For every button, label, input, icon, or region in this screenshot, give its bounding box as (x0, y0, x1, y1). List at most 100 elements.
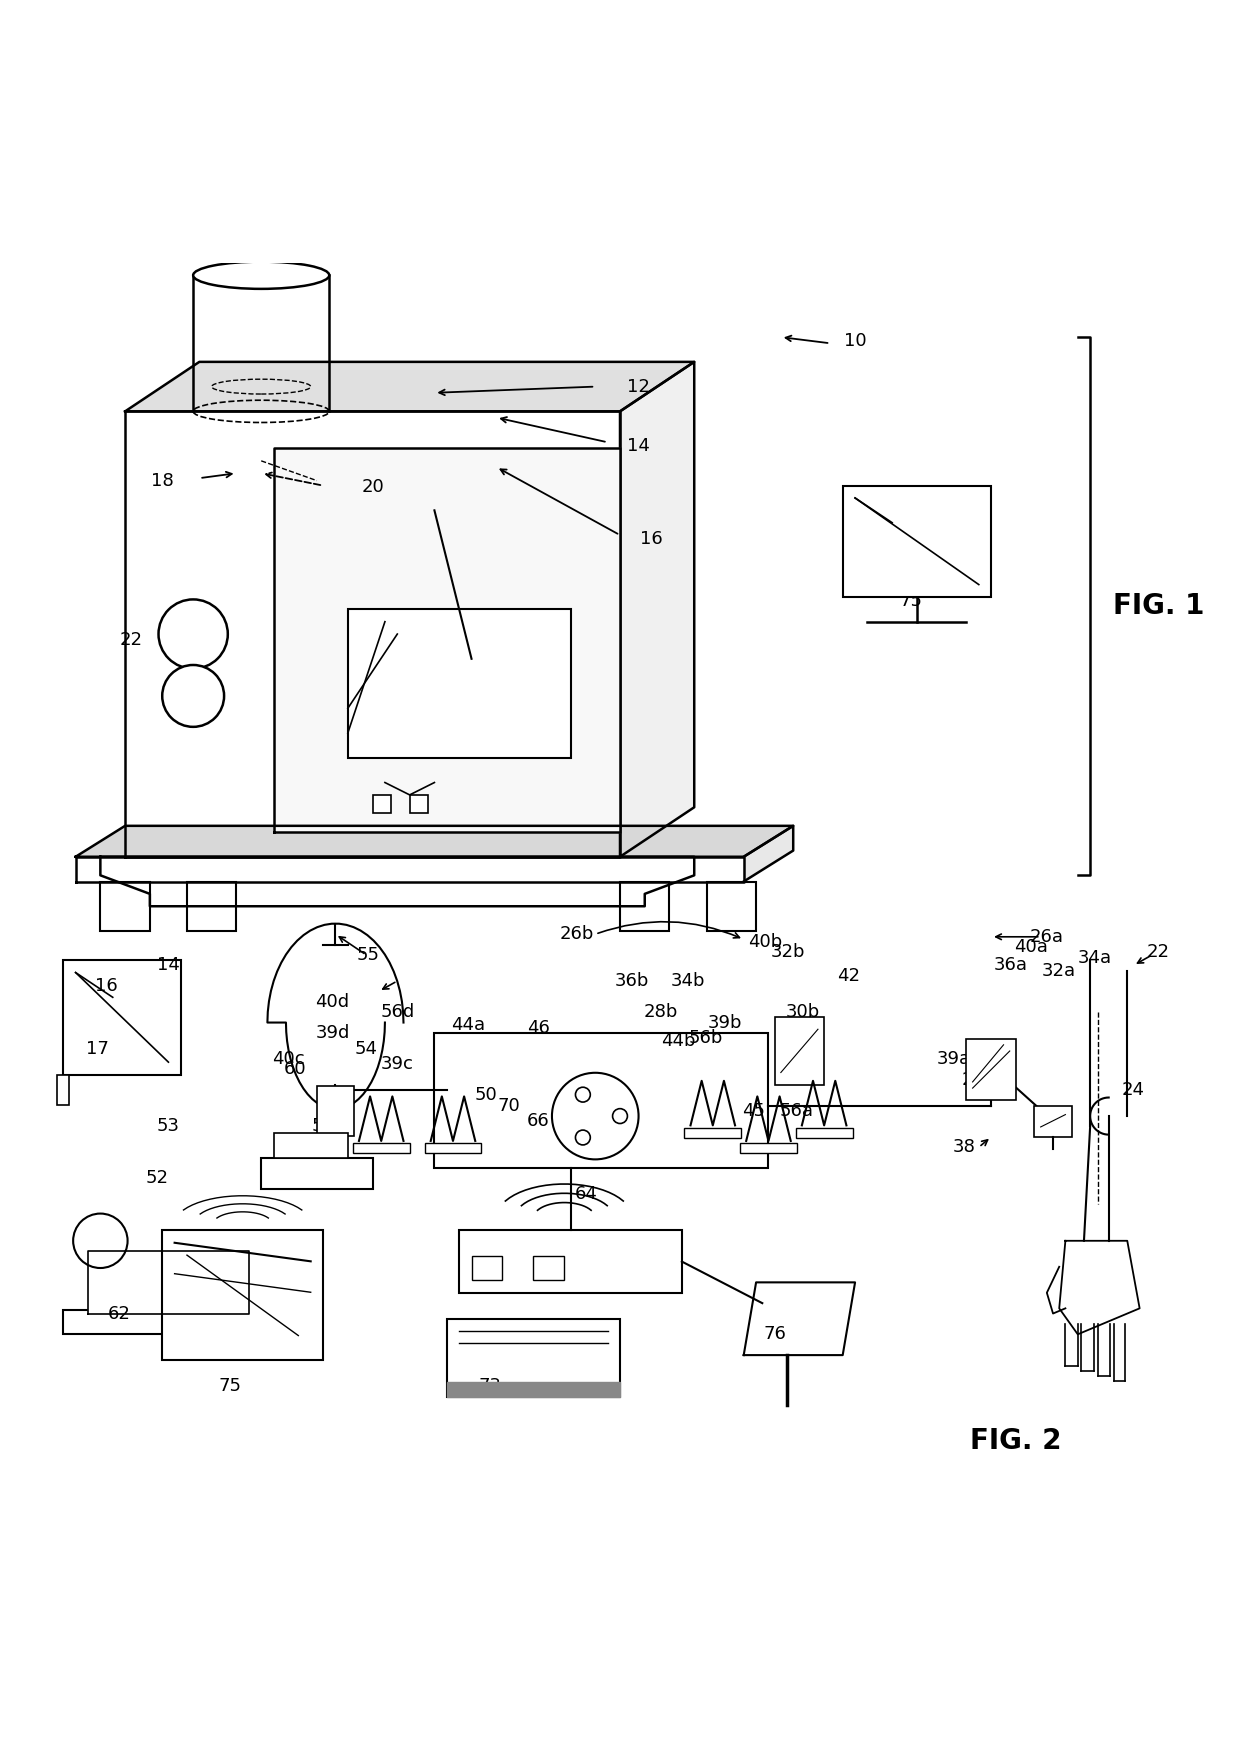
Text: 73: 73 (479, 1377, 502, 1395)
Text: 44b: 44b (661, 1031, 696, 1049)
Bar (187, 882, 237, 931)
Bar (966, 1038, 1016, 1100)
Text: 26b: 26b (559, 926, 594, 943)
Text: 40a: 40a (1014, 938, 1048, 956)
Text: 24: 24 (1122, 1081, 1145, 1098)
Text: 70: 70 (497, 1097, 520, 1114)
Bar (262, 1158, 372, 1188)
Text: 14: 14 (157, 956, 180, 975)
Text: 30a: 30a (968, 1054, 1002, 1074)
Bar (533, 1255, 564, 1280)
Text: 16: 16 (95, 977, 118, 994)
Ellipse shape (193, 261, 330, 289)
Text: 30b: 30b (786, 1003, 820, 1021)
Bar (347, 610, 570, 758)
Text: 52: 52 (146, 1169, 169, 1188)
Circle shape (162, 665, 224, 726)
Text: 18: 18 (151, 472, 174, 490)
Polygon shape (125, 361, 694, 411)
Bar (620, 882, 670, 931)
Bar (57, 1074, 69, 1105)
Text: FIG. 2: FIG. 2 (970, 1426, 1061, 1454)
Polygon shape (100, 857, 694, 906)
Text: 54: 54 (355, 1040, 378, 1058)
Text: 64: 64 (575, 1185, 598, 1202)
Text: 36a: 36a (994, 956, 1028, 975)
Text: 75: 75 (899, 592, 923, 610)
Bar (409, 795, 428, 813)
Polygon shape (1059, 1241, 1140, 1335)
Text: 40d: 40d (315, 993, 348, 1010)
Bar (796, 1128, 853, 1137)
Text: 45: 45 (742, 1102, 765, 1120)
Text: 56d: 56d (381, 1003, 414, 1021)
Polygon shape (125, 411, 620, 857)
Bar (162, 1231, 324, 1361)
Text: 56b: 56b (688, 1030, 723, 1047)
Polygon shape (88, 1252, 249, 1313)
Polygon shape (446, 1382, 620, 1396)
Bar (317, 1086, 353, 1135)
Polygon shape (274, 448, 620, 832)
Text: 40b: 40b (748, 933, 782, 950)
Text: 53: 53 (157, 1118, 180, 1135)
Text: 75: 75 (218, 1377, 242, 1395)
Text: 62: 62 (108, 1305, 130, 1322)
Bar (459, 1231, 682, 1292)
Text: 16: 16 (640, 531, 662, 548)
Bar (471, 1255, 502, 1280)
Circle shape (613, 1109, 627, 1123)
Circle shape (575, 1130, 590, 1144)
Bar (352, 1144, 409, 1153)
Text: 66: 66 (527, 1112, 549, 1130)
Bar (434, 1033, 769, 1169)
Text: 39b: 39b (708, 1014, 743, 1031)
Bar (1034, 1105, 1071, 1137)
Text: 28a: 28a (962, 1070, 996, 1090)
Text: 22: 22 (120, 631, 143, 649)
Text: 10: 10 (843, 331, 867, 349)
Text: 56c: 56c (311, 1118, 345, 1135)
Bar (274, 1134, 347, 1158)
Text: 50: 50 (475, 1086, 497, 1104)
Text: 39c: 39c (381, 1054, 414, 1074)
Bar (63, 1310, 286, 1335)
Text: 60: 60 (283, 1060, 306, 1079)
Text: 14: 14 (627, 437, 650, 455)
Text: 42: 42 (837, 966, 861, 986)
Circle shape (552, 1072, 639, 1160)
Bar (707, 882, 756, 931)
Text: 20: 20 (361, 478, 384, 495)
Polygon shape (744, 825, 794, 882)
Text: 32b: 32b (771, 943, 806, 961)
Bar (843, 485, 991, 598)
Text: 32a: 32a (1042, 961, 1076, 980)
Text: 46: 46 (527, 1019, 549, 1037)
Text: 34a: 34a (1078, 948, 1112, 966)
Text: 12: 12 (627, 377, 650, 395)
Text: 68: 68 (567, 1112, 589, 1130)
Polygon shape (76, 825, 794, 857)
Polygon shape (76, 857, 744, 882)
Polygon shape (744, 1282, 856, 1356)
Text: 76: 76 (763, 1326, 786, 1343)
Text: 17: 17 (87, 1040, 109, 1058)
Circle shape (575, 1088, 590, 1102)
Text: 39a: 39a (937, 1051, 971, 1068)
Polygon shape (268, 924, 403, 1109)
Text: 22: 22 (1147, 943, 1169, 961)
Bar (100, 882, 150, 931)
Text: 38: 38 (952, 1139, 976, 1157)
Text: 34b: 34b (671, 971, 706, 991)
Text: 36b: 36b (615, 971, 650, 991)
Bar (372, 795, 391, 813)
Text: 28b: 28b (644, 1003, 678, 1021)
Text: 56a: 56a (780, 1102, 813, 1120)
Bar (424, 1144, 481, 1153)
Polygon shape (620, 361, 694, 857)
Text: 44a: 44a (451, 1015, 485, 1035)
Bar (740, 1144, 797, 1153)
Text: 55: 55 (356, 947, 379, 964)
Bar (446, 1319, 620, 1396)
Text: FIG. 1: FIG. 1 (1112, 592, 1204, 621)
